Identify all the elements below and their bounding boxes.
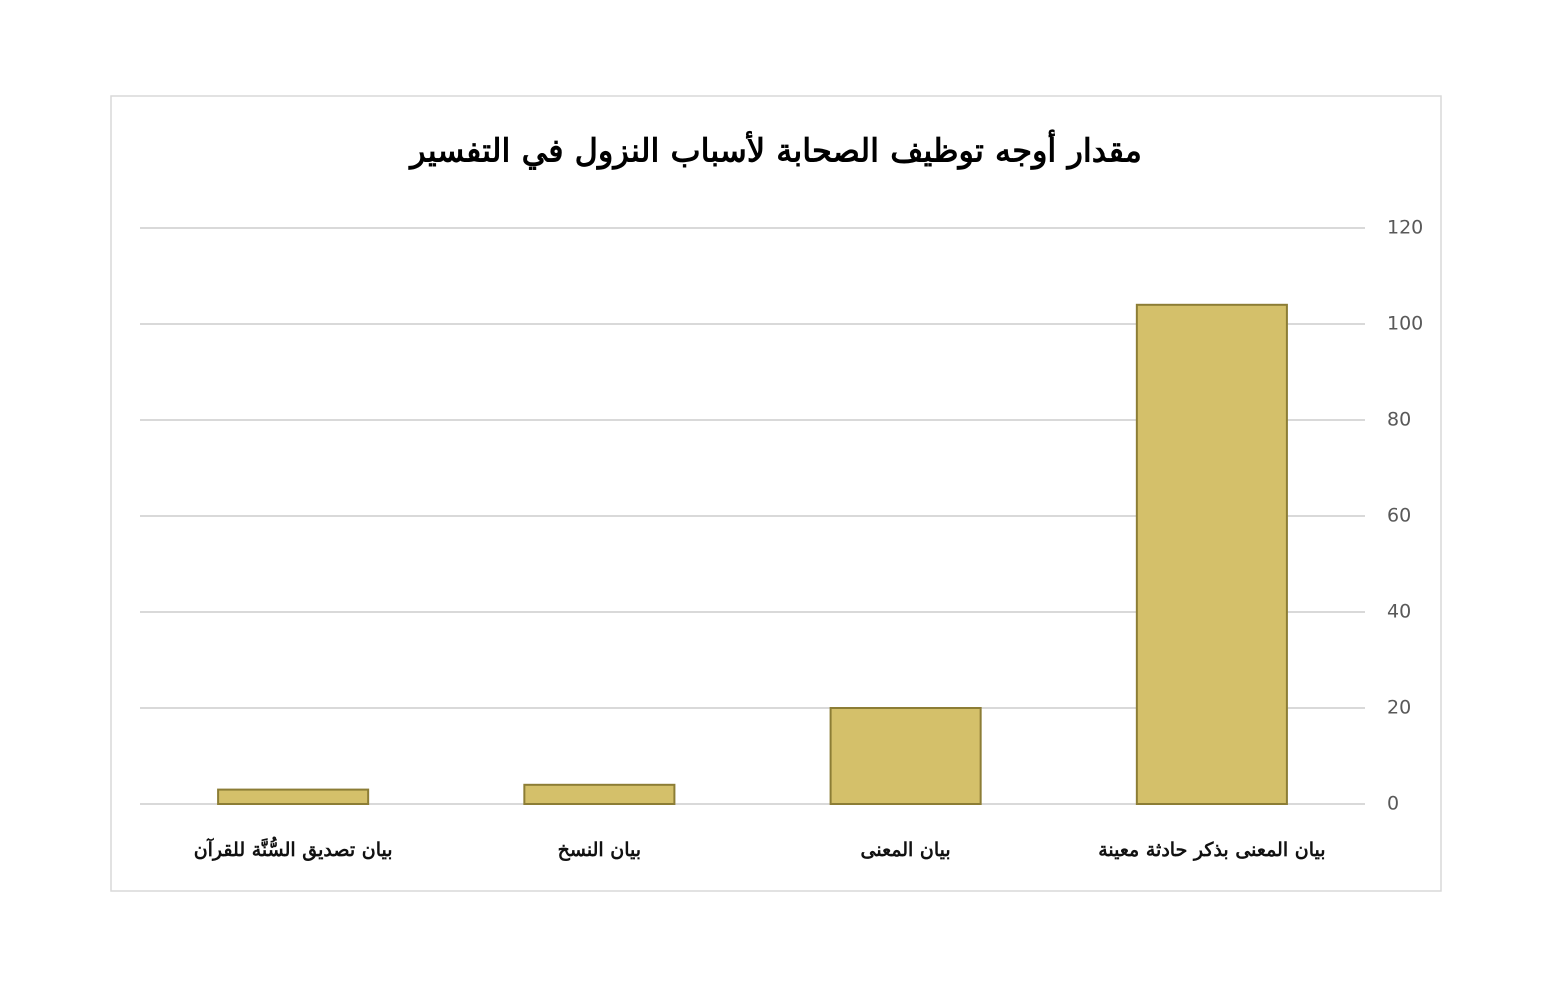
y-tick-label: 40 bbox=[1387, 601, 1411, 623]
bar bbox=[829, 707, 982, 805]
y-tick-label: 20 bbox=[1387, 697, 1411, 719]
x-tick-label: بيان تصديق السُّنَّة للقرآن bbox=[194, 836, 393, 861]
x-tick-label: بيان النسخ bbox=[558, 839, 641, 861]
x-tick-label: بيان المعنى bbox=[861, 839, 951, 861]
y-tick-label: 0 bbox=[1387, 793, 1399, 815]
y-tick-label: 60 bbox=[1387, 505, 1411, 527]
y-tick-label: 80 bbox=[1387, 409, 1411, 431]
y-tick-label: 100 bbox=[1387, 313, 1423, 335]
x-tick-label: بيان المعنى بذكر حادثة معينة bbox=[1098, 839, 1325, 861]
bar bbox=[523, 783, 676, 805]
y-tick-label: 120 bbox=[1387, 217, 1423, 239]
chart-title: مقدار أوجه توظيف الصحابة لأسباب النزول ف… bbox=[408, 129, 1142, 171]
bar bbox=[1135, 303, 1288, 805]
bar bbox=[217, 788, 370, 805]
